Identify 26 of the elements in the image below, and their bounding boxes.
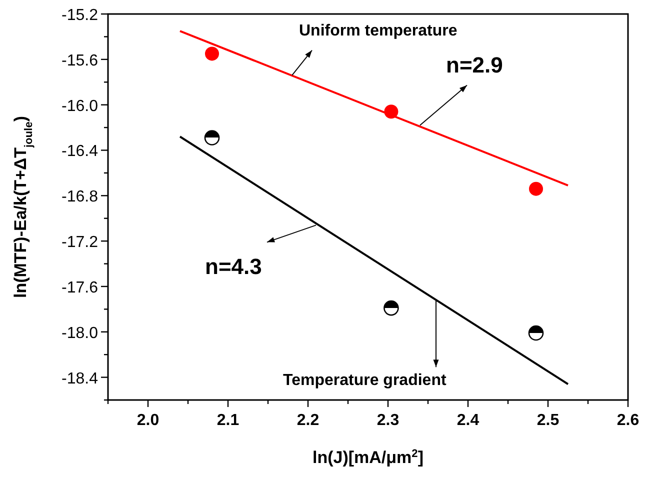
x-axis-title: ln(J)[mA/μm$^{2}$] [312,448,424,467]
x-tick-label: 2.1 [216,412,240,429]
y-tick-label: -16.8 [62,188,98,206]
y-tick-label: -15.2 [62,7,98,24]
y-tick-label: -15.6 [62,52,98,70]
point [384,300,399,316]
y-tick-label: -17.2 [62,234,98,252]
x-tick-label: 2.6 [616,412,640,429]
x-tick-label: 2.2 [296,412,320,429]
annotation: n=4.3 [205,254,262,280]
point [528,325,544,341]
y-tick-label: -16.0 [62,98,98,115]
y-tick-label: -16.4 [62,143,98,160]
x-tick-label: 2.3 [376,412,400,429]
y-tick-label: -17.6 [62,279,98,296]
x-tick-label: 2.4 [456,412,480,429]
point [204,130,220,146]
annotation: Uniform temperature [299,22,458,40]
x-tick-label: 2.5 [536,412,560,429]
annotation: Temperature gradient [283,372,447,390]
y-tick-label: -18.0 [62,324,98,342]
annotation: n=2.9 [446,52,503,78]
point [529,182,543,196]
point [205,46,219,61]
y-tick-label: -18.4 [62,370,98,388]
x-tick-label: 2.0 [136,412,160,429]
